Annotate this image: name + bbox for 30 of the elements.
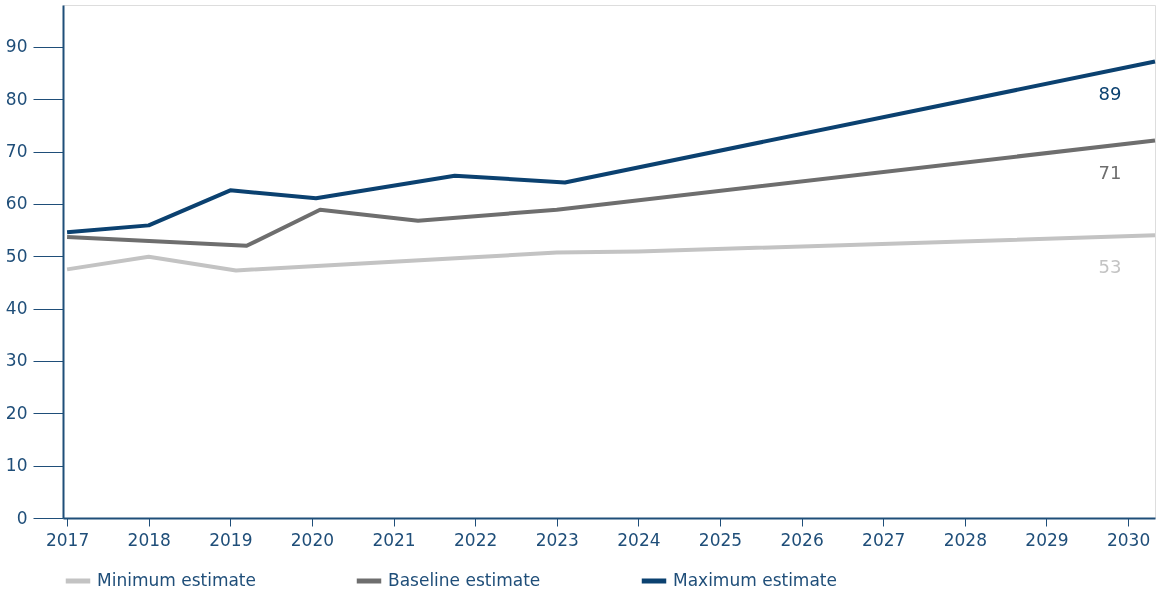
x-tick-label: 2027 [862,529,906,550]
x-tick-label: 2018 [127,529,171,550]
y-tick-label: 50 [5,245,28,266]
x-tick-label: 2028 [943,529,987,550]
x-tick-label: 2025 [698,529,743,550]
y-tick-label: 70 [5,141,28,162]
annotation: 71 [1098,161,1122,183]
x-tick-label: 2021 [372,529,416,550]
y-tick-label: 20 [5,402,28,423]
y-tick-label: 80 [5,88,28,109]
x-tick-label: 2030 [1106,529,1151,550]
legend-label: Baseline estimate [388,570,541,590]
x-tick-label: 2020 [290,529,335,550]
annotation: 53 [1098,256,1122,278]
legend-label: Maximum estimate [673,570,837,590]
y-tick-label: 0 [16,507,28,528]
y-tick-label: 30 [5,350,28,371]
y-tick-label: 90 [5,36,28,57]
x-tick-label: 2024 [617,529,661,550]
y-tick-label: 10 [5,455,28,476]
annotation: 89 [1098,82,1122,104]
x-tick-label: 2017 [45,529,90,550]
y-tick-label: 40 [5,298,28,319]
x-tick-label: 2029 [1025,529,1069,550]
y-tick-label: 60 [5,193,28,214]
x-tick-label: 2026 [780,529,824,550]
x-tick-label: 2022 [454,529,498,550]
x-tick-label: 2019 [209,529,253,550]
x-tick-label: 2023 [535,529,579,550]
legend-label: Minimum estimate [97,570,256,590]
